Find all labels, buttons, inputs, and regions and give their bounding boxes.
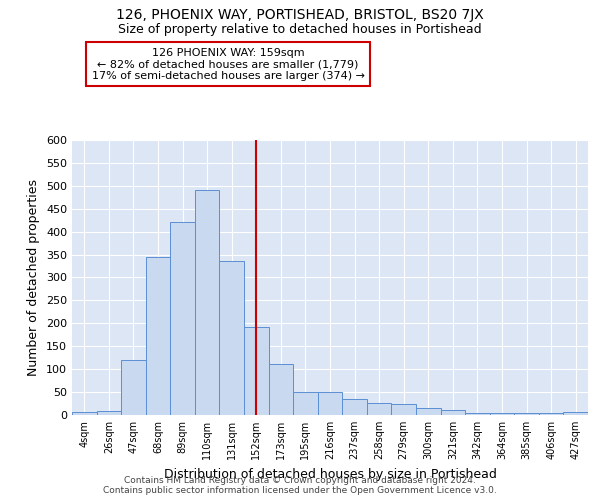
X-axis label: Distribution of detached houses by size in Portishead: Distribution of detached houses by size … <box>164 468 496 480</box>
Bar <box>170 222 195 415</box>
Bar <box>342 399 367 415</box>
Bar <box>121 360 146 415</box>
Bar <box>97 412 121 415</box>
Bar <box>416 408 440 415</box>
Text: 126, PHOENIX WAY, PORTISHEAD, BRISTOL, BS20 7JX: 126, PHOENIX WAY, PORTISHEAD, BRISTOL, B… <box>116 8 484 22</box>
Text: 126 PHOENIX WAY: 159sqm
← 82% of detached houses are smaller (1,779)
17% of semi: 126 PHOENIX WAY: 159sqm ← 82% of detache… <box>91 48 365 80</box>
Bar <box>195 190 220 415</box>
Bar <box>563 412 588 415</box>
Bar <box>220 260 244 415</box>
Text: Contains HM Land Registry data © Crown copyright and database right 2024.
Contai: Contains HM Land Registry data © Crown c… <box>103 476 497 495</box>
Bar <box>539 412 563 415</box>
Bar <box>269 364 293 415</box>
Bar <box>146 257 170 415</box>
Bar <box>293 392 318 415</box>
Bar <box>440 410 465 415</box>
Bar <box>391 404 416 415</box>
Text: Size of property relative to detached houses in Portishead: Size of property relative to detached ho… <box>118 22 482 36</box>
Y-axis label: Number of detached properties: Number of detached properties <box>28 179 40 376</box>
Bar <box>465 413 490 415</box>
Bar <box>514 412 539 415</box>
Bar <box>72 412 97 415</box>
Bar <box>244 327 269 415</box>
Bar <box>367 402 391 415</box>
Bar <box>318 392 342 415</box>
Bar <box>490 412 514 415</box>
